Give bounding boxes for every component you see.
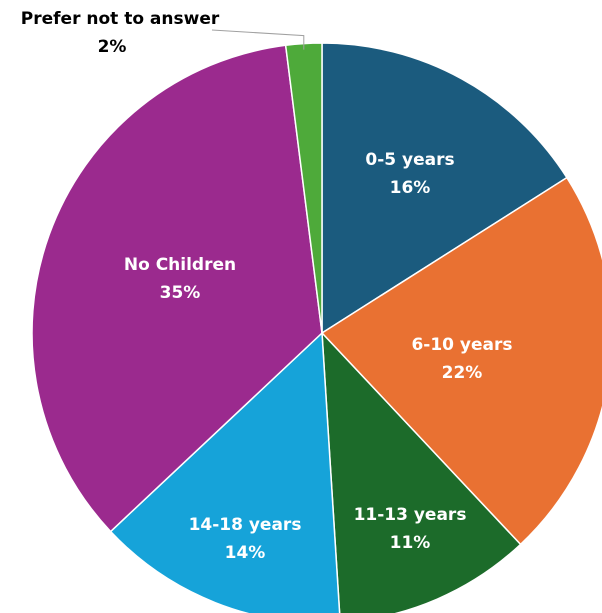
slice-percent-prefer-not-to-answer: 2% <box>98 37 127 57</box>
slice-name-prefer-not-to-answer: Prefer not to answer <box>21 9 220 29</box>
slice-percent-6-10-years: 22% <box>442 363 483 383</box>
pie-slice-11-13-years <box>321 330 522 613</box>
pie-slice-no-children <box>31 44 323 533</box>
slice-percent-11-13-years: 11% <box>390 533 431 553</box>
pie-slice-0-5-years <box>321 42 568 335</box>
slice-name-14-18-years: 14-18 years <box>189 515 302 535</box>
leader-line-prefer-not-to-answer <box>211 29 305 50</box>
pie-slice-6-10-years <box>320 176 602 546</box>
slice-name-0-5-years: 0-5 years <box>365 150 454 170</box>
slice-name-no-children: No Children <box>124 255 236 275</box>
slice-name-6-10-years: 6-10 years <box>411 335 512 355</box>
pie-slice-14-18-years <box>109 331 341 613</box>
slice-percent-0-5-years: 16% <box>390 178 431 198</box>
pie-slices <box>31 42 602 613</box>
slice-percent-14-18-years: 14% <box>225 543 266 563</box>
pie-labels: 0-5 years 16% 6-10 years 22% 11-13 years 11% 1… <box>21 9 513 563</box>
slice-percent-no-children: 35% <box>160 283 201 303</box>
slice-name-11-13-years: 11-13 years <box>354 505 467 525</box>
